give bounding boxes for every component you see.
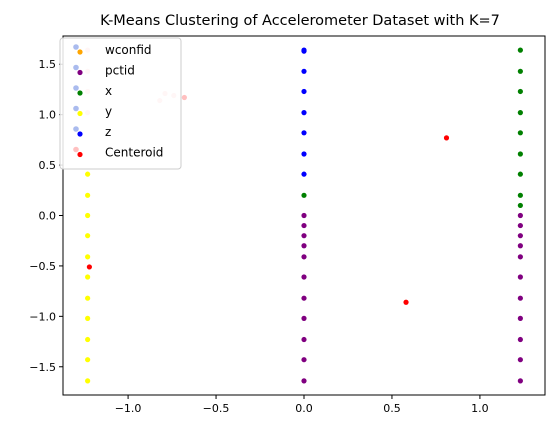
y-tick-label: 0.0 [39,210,57,223]
scatter-point [85,212,91,219]
legend-marker [73,85,79,91]
scatter-point [301,88,307,95]
x-axis: −1.0 −0.5 0.0 0.5 1.0 [115,395,489,415]
scatter-point [517,357,523,363]
scatter-point [517,222,523,229]
scatter-point [85,295,91,301]
scatter-point [301,336,307,343]
scatter-point [301,110,307,116]
scatter-point [301,243,307,249]
scatter-point [85,378,91,384]
y-tick-label: 1.0 [39,109,57,122]
legend-marker [73,44,79,50]
legend-box [59,37,182,170]
scatter-point [517,151,523,157]
legend-marker [77,151,83,158]
scatter-point [301,274,307,280]
scatter-point [85,274,91,280]
scatter-point [517,274,523,280]
legend: wconfid pctid xyz Centeroid [59,37,182,170]
scatter-point [301,68,307,74]
y-tick-label: −1.0 [29,310,56,323]
scatter-point [181,94,187,101]
legend-marker [77,49,83,55]
scatter-point [85,171,91,177]
scatter-point [517,68,523,74]
scatter-point [301,222,307,229]
data-points [85,47,523,384]
x-tick-label: 1.0 [471,402,489,415]
scatter-point [301,192,307,198]
scatter-point [517,47,523,53]
x-tick-label: −1.0 [115,402,142,415]
scatter-point [301,171,307,177]
legend-marker [73,126,79,132]
y-tick-label: −1.5 [29,361,56,374]
legend-label: Centeroid [105,146,163,160]
scatter-point [301,212,307,219]
scatter-point [301,315,307,321]
legend-marker [77,69,83,76]
scatter-point [517,295,523,301]
scatter-point [301,357,307,363]
scatter-point [517,192,523,198]
scatter-point [517,243,523,249]
scatter-point [301,130,307,136]
scatter-point [517,233,523,239]
scatter-point [517,378,523,384]
scatter-point [517,130,523,136]
scatter-point [301,295,307,301]
x-tick-label: 0.5 [383,402,401,415]
scatter-point [443,135,450,141]
scatter-point [85,357,91,363]
scatter-point [517,110,523,116]
scatter-point [517,171,523,177]
scatter-point [85,315,91,321]
x-tick-label: 0.0 [295,402,313,415]
legend-label: y [105,105,112,119]
scatter-point [85,254,91,260]
legend-marker [73,105,79,112]
scatter-point [517,88,523,95]
legend-label: wconfid [105,43,152,57]
scatter-point [517,336,523,343]
legend-marker [77,90,83,96]
y-axis: −1.5 −1.0 −0.5 0.0 0.5 1.0 1.5 [29,58,63,374]
chart-title: K-Means Clustering of Accelerometer Data… [100,13,500,29]
scatter-point [85,233,91,239]
scatter-point [301,254,307,260]
y-tick-label: −0.5 [29,260,56,273]
scatter-point [403,299,409,305]
scatter-point [301,48,307,54]
scatter-point [301,151,307,157]
scatter-point [517,202,523,209]
scatter-point [517,254,523,260]
legend-label: z [105,125,111,139]
scatter-point [301,233,307,239]
scatter-point [301,378,307,384]
legend-marker [77,110,83,117]
scatter-point [517,212,523,219]
scatter-point [517,315,523,321]
legend-label: x [105,84,112,98]
scatter-point [86,264,92,270]
scatter-point [85,192,91,198]
y-tick-label: 1.5 [39,58,57,71]
legend-marker [73,146,79,153]
legend-label: pctid [105,64,135,78]
scatter-point [85,336,91,343]
legend-marker [73,64,79,71]
x-tick-label: −0.5 [203,402,230,415]
legend-marker [77,131,83,137]
y-tick-label: 0.5 [39,159,57,172]
